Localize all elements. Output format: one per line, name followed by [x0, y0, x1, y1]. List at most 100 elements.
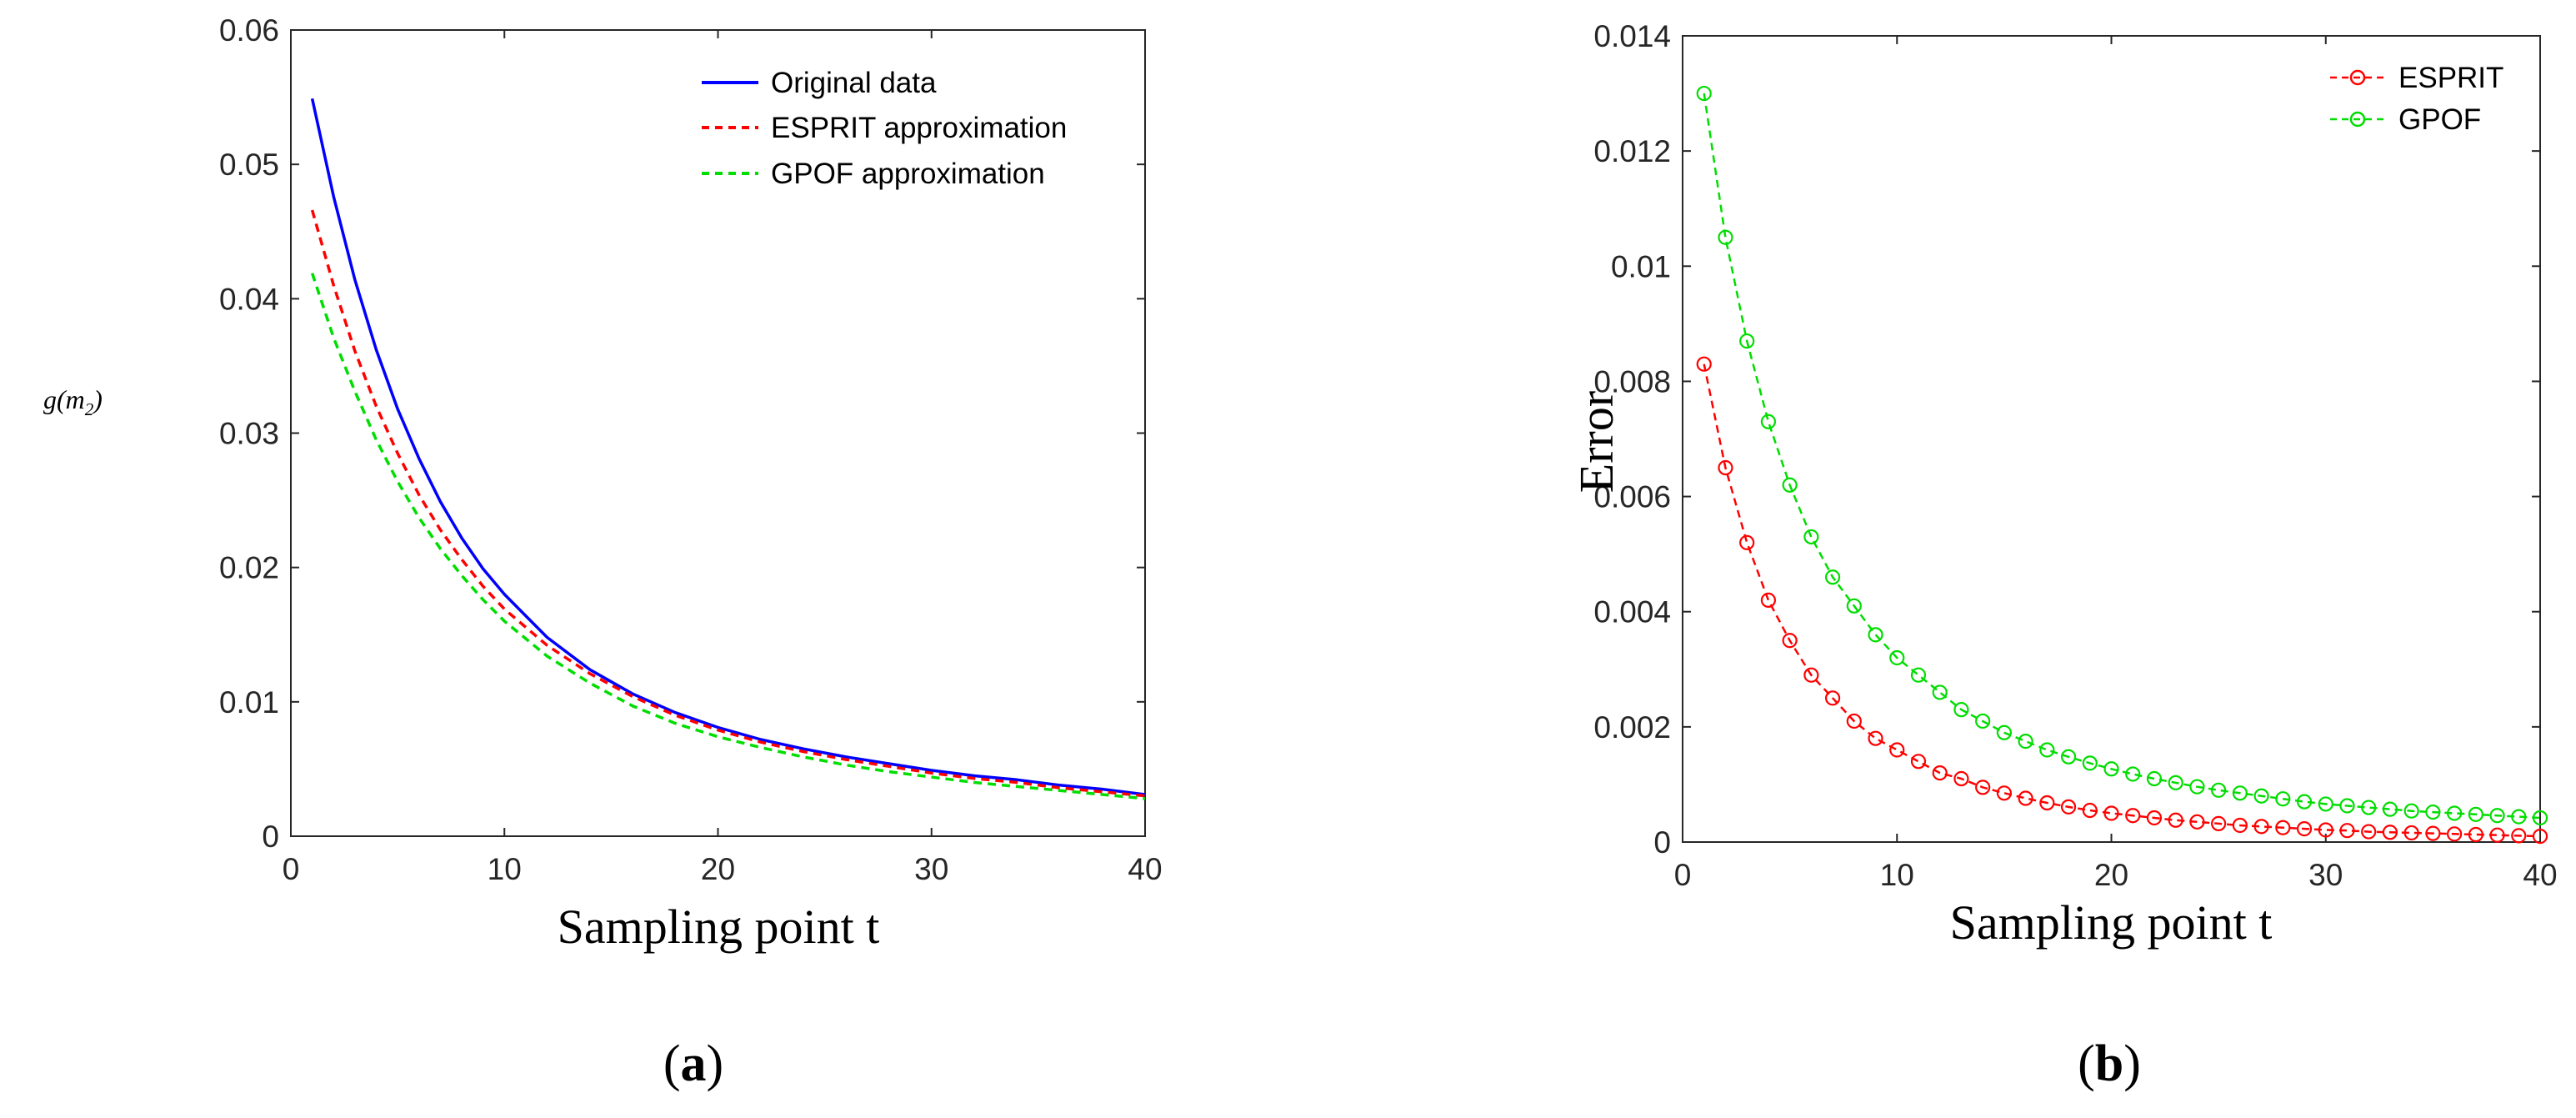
chart-b-x-axis: 0 10 20 30 40 — [1674, 36, 2558, 892]
data-point-gpof — [2039, 742, 2055, 758]
chart-b-legend: ESPRIT GPOF — [2330, 62, 2503, 136]
data-point-esprit — [2318, 822, 2333, 838]
chart-b: 0 0.002 0.004 0.006 0.008 0.01 0.012 0.014 0 10 2… — [1569, 19, 2558, 1092]
x-tick-label: 20 — [2094, 858, 2128, 892]
data-point-gpof — [2060, 749, 2077, 765]
data-point-esprit — [2125, 808, 2141, 824]
data-point-esprit — [2532, 828, 2548, 845]
data-point-gpof — [2018, 734, 2033, 750]
y-tick-label: 0.04 — [219, 282, 279, 316]
data-point-esprit — [1739, 534, 1755, 550]
data-point-esprit — [2511, 828, 2527, 844]
data-point-esprit — [1889, 742, 1905, 758]
data-point-gpof — [2382, 801, 2398, 817]
x-tick-label: 0 — [1674, 858, 1692, 892]
x-tick-label: 40 — [2523, 858, 2557, 892]
chart-a-legend: Original data ESPRIT approximation GPOF … — [702, 67, 1067, 190]
y-tick-label: 0.02 — [219, 551, 279, 585]
y-tick-label: 0.012 — [1593, 134, 1671, 168]
data-point-gpof — [1782, 477, 1798, 493]
x-tick-label: 40 — [1128, 852, 1162, 886]
data-point-esprit — [2339, 823, 2355, 839]
data-point-esprit — [1824, 690, 1841, 706]
data-point-gpof — [2211, 782, 2227, 798]
data-point-esprit — [2168, 812, 2183, 828]
x-tick-label: 30 — [914, 852, 948, 886]
data-point-esprit — [2296, 821, 2313, 837]
data-point-gpof — [1846, 598, 1862, 614]
data-point-esprit — [2468, 826, 2483, 843]
data-point-esprit — [1782, 633, 1798, 649]
data-point-esprit — [2103, 805, 2119, 821]
data-point-esprit — [1932, 765, 1948, 781]
x-tick-label: 30 — [2308, 858, 2343, 892]
data-point-gpof — [1739, 333, 1755, 349]
data-point-gpof — [2318, 796, 2333, 812]
data-point-gpof — [2339, 798, 2355, 814]
chart-b-x-label: Sampling point t — [1950, 895, 2273, 950]
legend-a-label-esprit: ESPRIT approximation — [771, 112, 1067, 144]
series-line-esprit-approximation — [310, 209, 1146, 798]
data-point-esprit — [2039, 795, 2055, 811]
legend-b-label-gpof: GPOF — [2398, 103, 2481, 136]
x-tick-label: 10 — [1880, 858, 1914, 892]
data-point-esprit — [1718, 459, 1733, 476]
series-line-gpof-approximation — [310, 273, 1146, 800]
x-tick-label: 10 — [488, 852, 522, 886]
data-point-gpof — [2403, 803, 2419, 819]
y-tick-label: 0.002 — [1593, 710, 1671, 744]
data-point-gpof — [1718, 229, 1733, 245]
data-point-gpof — [1696, 85, 1712, 102]
data-point-esprit — [2275, 820, 2291, 835]
y-tick-label: 0.006 — [1593, 480, 1671, 514]
data-point-gpof — [2425, 804, 2441, 820]
data-point-esprit — [2403, 825, 2419, 841]
data-point-esprit — [1696, 356, 1712, 372]
data-point-esprit — [2018, 790, 2033, 806]
series-line-original-data — [310, 98, 1146, 796]
y-tick-label: 0.05 — [219, 148, 279, 182]
series-line-gpof — [1703, 93, 2541, 820]
data-point-esprit — [2425, 825, 2441, 841]
y-tick-label: 0.01 — [219, 685, 279, 719]
y-tick-label: 0.008 — [1593, 364, 1671, 399]
data-point-gpof — [1868, 627, 1883, 643]
data-point-gpof — [2125, 766, 2141, 782]
data-point-gpof — [2361, 800, 2377, 815]
chart-a: 0 0.01 0.02 0.03 0.04 0.05 0.06 0 10 20 30 40 Orig… — [43, 13, 1163, 1092]
data-point-gpof — [1824, 569, 1841, 585]
data-point-esprit — [1868, 730, 1883, 746]
y-tick-label: 0.03 — [219, 417, 279, 451]
data-point-esprit — [2211, 815, 2227, 831]
data-point-esprit — [2253, 819, 2269, 835]
y-tick-label: 0.01 — [1611, 249, 1671, 283]
data-point-esprit — [1760, 592, 1776, 609]
data-point-esprit — [2189, 814, 2205, 830]
chart-a-y-label: g(m2) — [43, 384, 103, 419]
data-point-gpof — [1803, 529, 1819, 545]
chart-a-x-axis: 0 10 20 30 40 — [283, 30, 1163, 886]
chart-a-series-group — [310, 98, 1146, 800]
data-point-esprit — [1953, 770, 1969, 787]
chart-a-panel-label: (a) — [663, 1035, 723, 1092]
data-point-gpof — [1975, 713, 1991, 729]
chart-a-x-label: Sampling point t — [558, 900, 880, 954]
data-point-esprit — [1996, 785, 2012, 801]
data-point-gpof — [2168, 775, 2183, 790]
legend-b-marker-gpof — [2349, 111, 2366, 128]
legend-b-label-esprit: ESPRIT — [2398, 62, 2503, 94]
data-point-gpof — [1889, 649, 1905, 666]
data-point-gpof — [1760, 414, 1776, 429]
data-point-gpof — [2532, 810, 2548, 826]
legend-a-label-original: Original data — [771, 67, 937, 99]
data-point-gpof — [2275, 791, 2291, 807]
data-point-esprit — [2489, 827, 2505, 843]
data-point-esprit — [2382, 825, 2398, 840]
data-point-gpof — [1932, 684, 1948, 700]
data-point-gpof — [1953, 702, 1969, 718]
y-tick-label: 0.014 — [1593, 19, 1671, 53]
legend-a-label-gpof: GPOF approximation — [771, 158, 1045, 190]
data-point-gpof — [2468, 806, 2483, 822]
data-point-gpof — [2189, 779, 2205, 795]
